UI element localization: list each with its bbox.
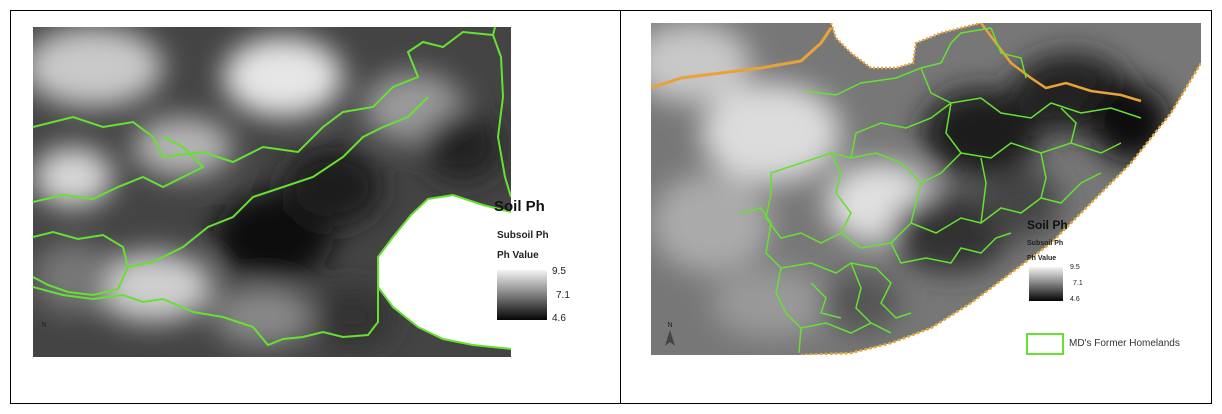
panel-divider: [620, 10, 621, 404]
legend-tick-high: 9.5: [552, 266, 566, 277]
legend-value-label: Ph Value: [497, 250, 539, 261]
legend-tick-mid: 7.1: [556, 290, 570, 301]
legend-tick-high: 9.5: [1070, 264, 1080, 271]
legend-color-ramp: [1029, 267, 1063, 301]
north-arrow-icon: N: [37, 322, 51, 351]
legend-tick-low: 4.6: [1070, 296, 1080, 303]
figure-frame: [10, 10, 1212, 404]
legend-tick-mid: 7.1: [1073, 280, 1083, 287]
right-soil-ph-map: [651, 23, 1201, 355]
legend-title: Soil Ph: [1027, 218, 1068, 232]
north-label: N: [41, 322, 47, 329]
north-label: N: [667, 322, 673, 329]
legend-subtitle: Subsoil Ph: [497, 230, 549, 241]
legend-tick-low: 4.6: [552, 313, 566, 324]
north-arrow-icon: N: [663, 322, 677, 351]
homelands-legend-swatch: [1026, 333, 1064, 355]
legend-color-ramp: [497, 270, 547, 320]
left-soil-ph-map: [33, 27, 511, 357]
homelands-legend-label: MD's Former Homelands: [1069, 338, 1180, 349]
legend-subtitle: Subsoil Ph: [1027, 240, 1064, 247]
legend-value-label: Ph Value: [1027, 255, 1057, 262]
legend-title: Soil Ph: [494, 198, 545, 215]
